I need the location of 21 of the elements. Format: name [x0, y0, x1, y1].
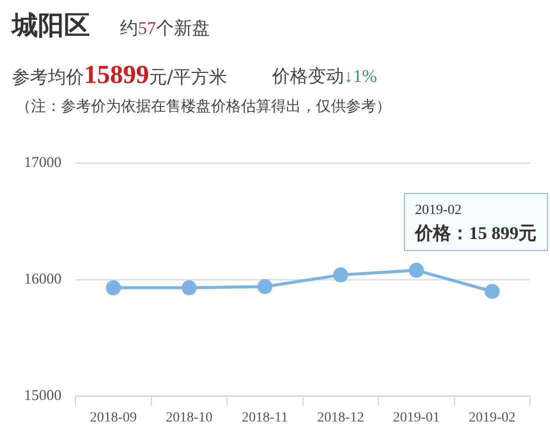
- point: [106, 280, 121, 296]
- point: [408, 262, 424, 278]
- chart-subtitle: 约57个新盘: [120, 17, 210, 40]
- x-tick-label: 2018-10: [166, 410, 212, 426]
- point: [333, 267, 348, 282]
- x-tick-label: 2018-09: [90, 410, 137, 426]
- annotation: 2019-02 价格：15 899元: [415, 202, 536, 244]
- x-tick-label: 2018-12: [317, 410, 364, 426]
- y-tick-label: 16000: [24, 272, 62, 288]
- text: 参考均价15899元/平方米: [12, 60, 228, 90]
- chart-title: 城阳区: [12, 10, 90, 43]
- x-tick-label: 2018-11: [242, 410, 288, 426]
- y-tick-label: 17000: [24, 154, 62, 171]
- point: [484, 284, 500, 299]
- y-tick-label: 15000: [24, 388, 62, 404]
- point: [182, 280, 197, 296]
- x-tick-label: 2019-02: [468, 410, 516, 426]
- point: [257, 279, 272, 294]
- text: 价格变动↓1%: [272, 65, 377, 88]
- text: （注：参考价为依据在售楼盘价格估算得出，仅供参考）: [16, 97, 391, 116]
- x-tick-label: 2019-01: [393, 410, 440, 426]
